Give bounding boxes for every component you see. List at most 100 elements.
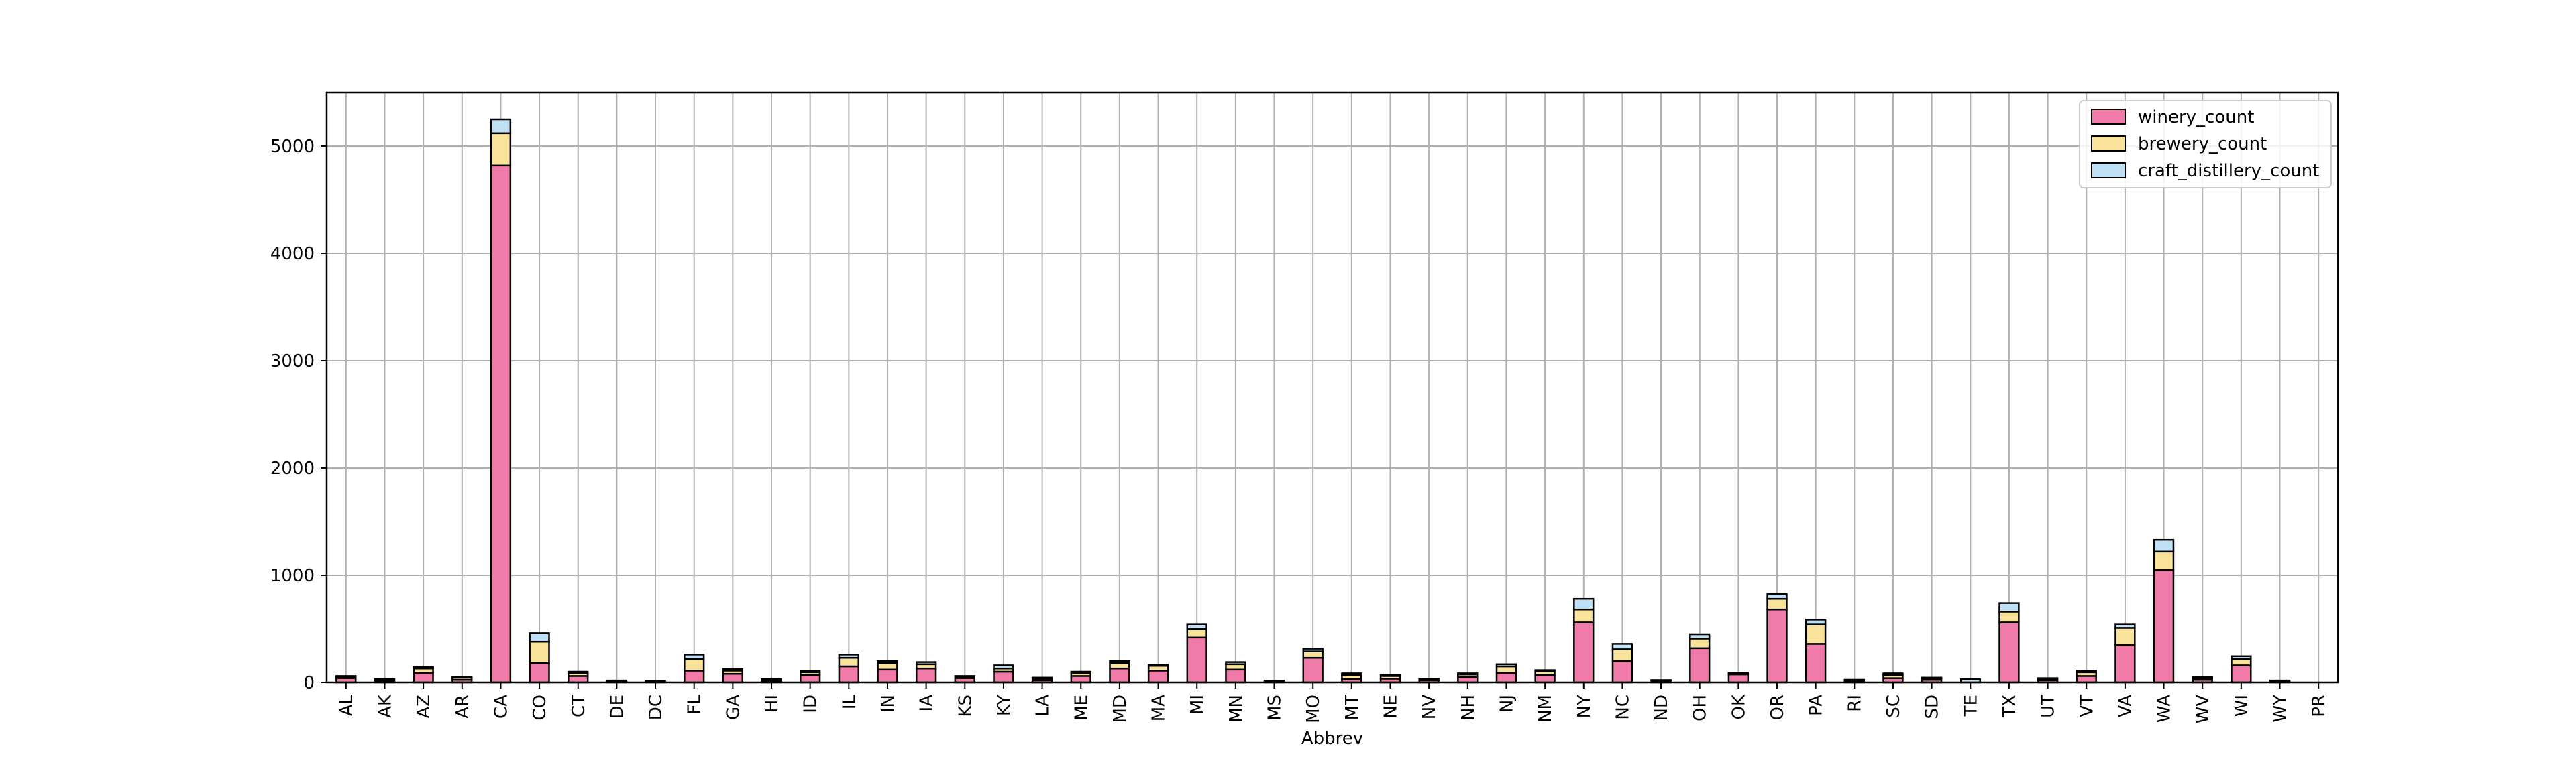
bar-brewery_count-ny <box>1574 609 1593 622</box>
bar-craft_distillery_count-tx <box>2000 603 2019 612</box>
bar-craft_distillery_count-mo <box>1303 649 1323 652</box>
bar-winery_count-mn <box>1226 670 1245 682</box>
legend-label: craft_distillery_count <box>2138 161 2319 181</box>
bar-craft_distillery_count-fl <box>684 654 704 658</box>
x-tick-label: KS <box>955 695 975 717</box>
x-tick-label: NY <box>1574 695 1595 718</box>
bar-winery_count-ny <box>1574 622 1593 682</box>
bar-craft_distillery_count-va <box>2115 625 2135 628</box>
bar-craft_distillery_count-mt <box>1342 673 1361 674</box>
bar-craft_distillery_count-nj <box>1497 664 1516 666</box>
bar-brewery_count-pa <box>1806 625 1825 644</box>
x-tick-label: NE <box>1381 695 1401 719</box>
x-tick-label: MD <box>1110 695 1130 723</box>
bar-craft_distillery_count-id <box>800 671 820 672</box>
x-tick-label: MA <box>1149 695 1169 721</box>
x-tick-label: ME <box>1071 695 1091 721</box>
bar-craft_distillery_count-la <box>1032 678 1052 679</box>
x-tick-label: LA <box>1033 695 1053 717</box>
legend-swatch <box>2092 163 2125 178</box>
y-tick-label: 3000 <box>270 351 315 371</box>
x-tick-label: VT <box>2077 695 2097 717</box>
x-tick-label: SD <box>1923 695 1943 719</box>
y-tick-label: 0 <box>303 673 315 693</box>
bar-winery_count-wa <box>2154 570 2174 682</box>
x-tick-label: MI <box>1187 695 1208 715</box>
bar-craft_distillery_count-sc <box>1884 673 1903 674</box>
bar-craft_distillery_count-pa <box>1806 619 1825 624</box>
legend-swatch <box>2092 109 2125 124</box>
bar-winery_count-nm <box>1536 675 1555 682</box>
x-tick-label: WY <box>2271 695 2291 723</box>
x-axis-label: Abbrev <box>1301 729 1363 749</box>
bar-craft_distillery_count-nc <box>1613 644 1632 649</box>
y-tick-label: 5000 <box>270 137 315 157</box>
bar-craft_distillery_count-nv <box>1419 678 1439 679</box>
x-tick-label: IL <box>839 694 859 709</box>
x-tick-label: AR <box>453 695 473 719</box>
bar-winery_count-id <box>800 675 820 682</box>
bar-winery_count-az <box>414 673 433 682</box>
legend-label: winery_count <box>2138 107 2254 127</box>
x-tick-label: OH <box>1690 695 1711 721</box>
x-tick-label: NC <box>1613 695 1633 720</box>
bar-brewery_count-co <box>530 642 549 663</box>
bar-brewery_count-va <box>2115 628 2135 645</box>
bar-winery_count-nj <box>1497 673 1516 682</box>
bar-brewery_count-ca <box>491 133 511 166</box>
bar-winery_count-ct <box>568 676 588 682</box>
x-tick-label: AL <box>337 694 357 716</box>
bar-winery_count-md <box>1110 668 1129 682</box>
bar-craft_distillery_count-nh <box>1458 673 1477 674</box>
bar-winery_count-wi <box>2231 665 2251 682</box>
bar-craft_distillery_count-ak <box>375 679 394 680</box>
bar-winery_count-il <box>839 666 859 682</box>
bar-winery_count-ga <box>723 674 743 682</box>
x-tick-label: TE <box>1961 695 1981 717</box>
bar-craft_distillery_count-nm <box>1536 670 1555 672</box>
bar-craft_distillery_count-or <box>1768 594 1787 599</box>
bar-winery_count-ok <box>1729 674 1748 682</box>
bar-craft_distillery_count-mi <box>1187 625 1207 629</box>
bar-craft_distillery_count-co <box>530 633 549 642</box>
bar-brewery_count-mo <box>1303 652 1323 658</box>
bar-brewery_count-oh <box>1690 638 1709 648</box>
x-tick-label: SC <box>1884 695 1904 718</box>
bar-brewery_count-tx <box>2000 611 2019 622</box>
bar-craft_distillery_count-hi <box>762 679 782 680</box>
x-tick-label: WA <box>2155 695 2175 723</box>
bar-winery_count-or <box>1768 609 1787 682</box>
bar-brewery_count-or <box>1768 599 1787 609</box>
legend-swatch <box>2092 136 2125 151</box>
x-tick-label: PA <box>1807 695 1827 716</box>
bar-brewery_count-mi <box>1187 629 1207 638</box>
x-tick-label: NJ <box>1497 695 1517 713</box>
bar-craft_distillery_count-ut <box>2038 678 2057 679</box>
bar-craft_distillery_count-ma <box>1148 665 1168 666</box>
x-tick-label: ID <box>801 695 821 713</box>
x-tick-label: MN <box>1226 695 1246 723</box>
bar-brewery_count-nj <box>1497 666 1516 673</box>
x-tick-label: VA <box>2116 695 2136 717</box>
x-tick-label: CO <box>530 695 550 721</box>
bar-craft_distillery_count-ky <box>994 665 1014 668</box>
bar-brewery_count-in <box>878 663 898 670</box>
x-tick-label: WV <box>2193 695 2213 724</box>
legend: winery_countbrewery_countcraft_distiller… <box>2080 101 2331 188</box>
bar-brewery_count-wi <box>2231 659 2251 666</box>
x-tick-label: OK <box>1729 694 1749 719</box>
bar-brewery_count-fl <box>684 659 704 671</box>
y-tick-label: 1000 <box>270 566 315 586</box>
bar-winery_count-va <box>2115 645 2135 682</box>
x-tick-label: MS <box>1265 695 1285 721</box>
bar-craft_distillery_count-az <box>414 667 433 668</box>
bar-craft_distillery_count-oh <box>1690 634 1709 638</box>
bar-craft_distillery_count-il <box>839 654 859 658</box>
bar-brewery_count-il <box>839 658 859 666</box>
y-tick-label: 2000 <box>270 459 315 479</box>
x-tick-label: PR <box>2309 695 2329 717</box>
x-tick-label: UT <box>2039 695 2059 718</box>
bar-brewery_count-wa <box>2154 552 2174 570</box>
x-tick-label: ND <box>1652 695 1672 721</box>
x-tick-label: NM <box>1536 695 1556 723</box>
